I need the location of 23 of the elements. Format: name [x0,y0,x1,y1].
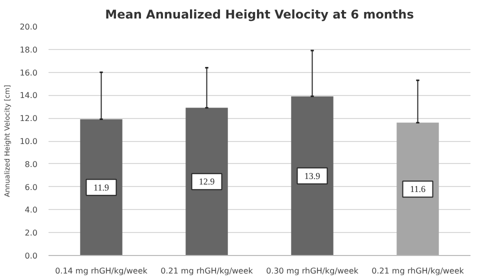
bar [186,108,228,256]
bar [80,119,122,256]
x-tick-label: 0.14 mg rhGH/kg/week [55,266,148,276]
y-tick-label: 4.0 [24,206,38,215]
x-tick-label: 0.21 mg rhGH/kg/week [372,266,464,276]
data-label: 11.9 [94,182,110,192]
y-tick-label: 16.0 [20,68,38,78]
y-tick-label: 20.0 [20,22,38,32]
y-tick-label: 18.0 [20,45,38,54]
x-tick-label: 0.21 mg rhGH/kg/week [160,266,254,276]
y-tick-label: 8.0 [24,160,38,169]
y-tick-label: 10.0 [20,137,38,146]
bar [291,96,334,256]
data-label: 12.9 [198,176,216,187]
y-tick-label: 14.0 [20,91,38,100]
y-tick-label: 0.0 [24,252,38,260]
data-label: 13.9 [304,170,321,181]
data-label: 11.6 [410,184,426,194]
y-tick-label: 2.0 [24,228,38,238]
chart-title: Mean Annualized Height Velocity at 6 months [105,8,414,22]
x-tick-label: 0.30 mg rhGH/kg/week [266,266,359,276]
y-tick-label: 6.0 [24,182,38,192]
y-tick-label: 12.0 [20,114,38,124]
